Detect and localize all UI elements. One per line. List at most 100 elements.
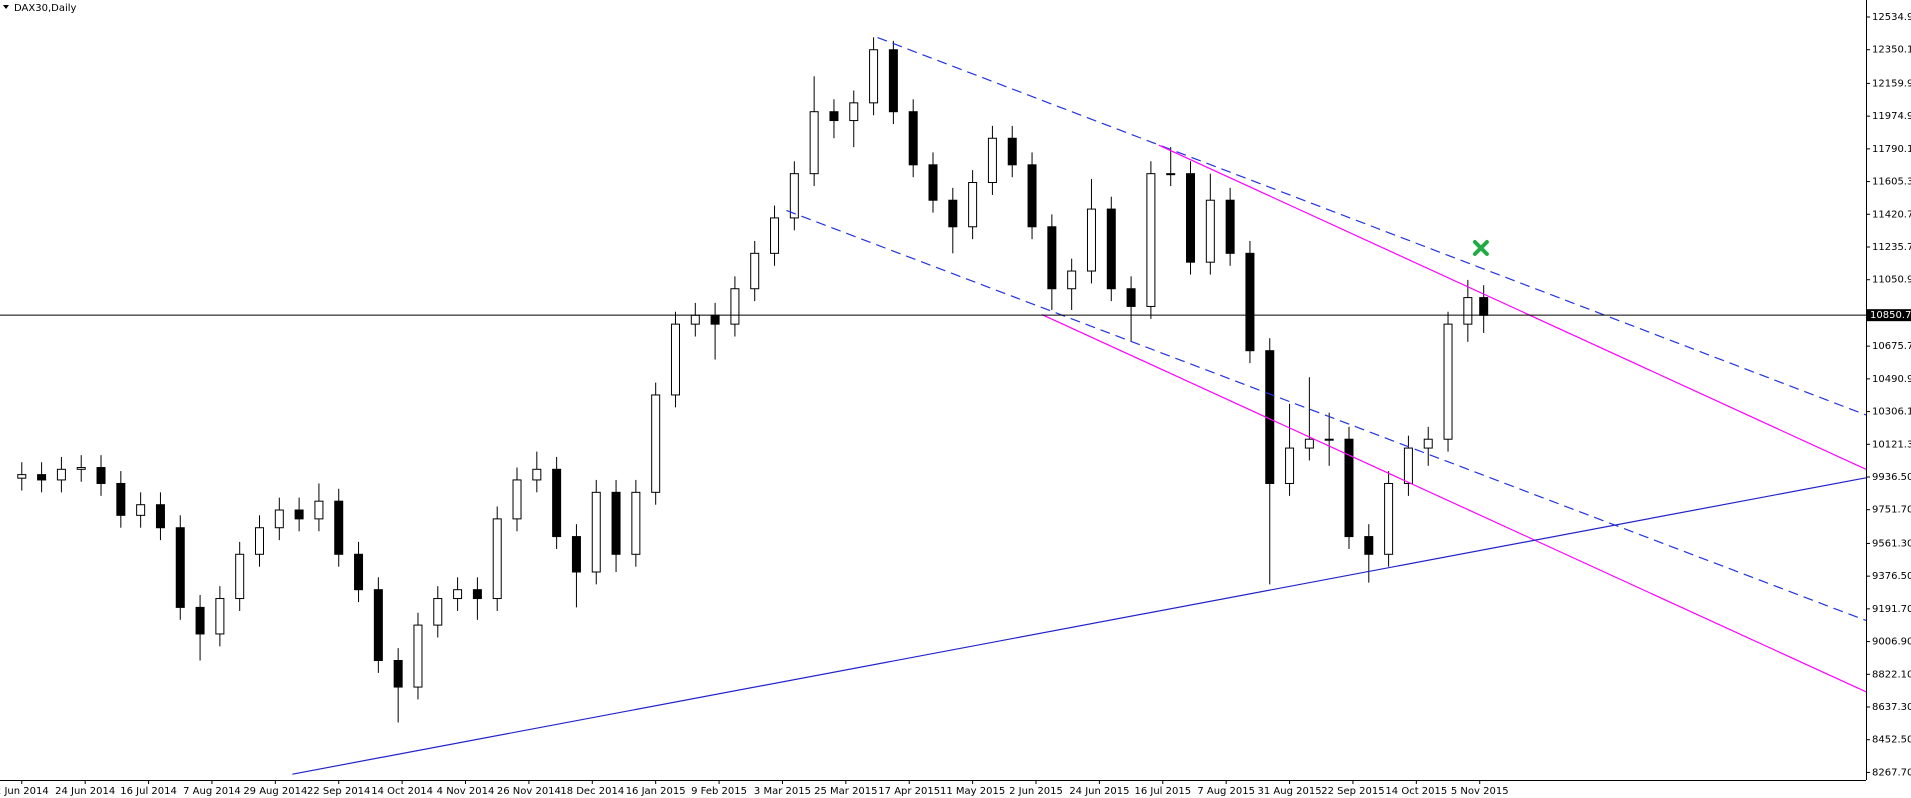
- y-tick-label: 11235.70: [1872, 242, 1911, 253]
- y-tick-label: 8822.10: [1872, 669, 1911, 680]
- candle-body: [215, 598, 225, 635]
- candle-body: [888, 49, 898, 113]
- cross-marker: [1472, 240, 1489, 257]
- y-tick-label: 11974.90: [1872, 111, 1911, 122]
- current-price-label: 10850.70: [1870, 310, 1911, 321]
- x-tick-label: 24 Jun 2014: [55, 786, 115, 797]
- x-tick-label: 7 Aug 2014: [183, 786, 241, 797]
- current-price-box: [1867, 309, 1911, 322]
- candle-body: [1344, 438, 1354, 538]
- x-tick-label: 2 Jun 2014: [0, 786, 49, 797]
- candle-body: [1186, 173, 1196, 263]
- y-tick-label: 9376.50: [1872, 571, 1911, 582]
- trend-line: [292, 477, 1867, 775]
- x-tick-label: 5 Nov 2015: [1451, 786, 1509, 797]
- x-tick-label: 16 Jul 2014: [120, 786, 177, 797]
- trend-line: [786, 209, 1867, 622]
- candle-body: [472, 589, 482, 600]
- candle-body: [552, 468, 562, 538]
- candle-body: [1146, 173, 1156, 307]
- candle-body: [1086, 208, 1096, 272]
- trend-line: [1041, 314, 1867, 693]
- trend-line: [1158, 144, 1867, 470]
- y-tick-label: 8267.70: [1872, 767, 1911, 778]
- candle-body: [770, 217, 780, 254]
- candle-body: [56, 468, 66, 481]
- candle-body: [809, 111, 819, 175]
- candle-body: [1166, 173, 1176, 176]
- x-tick-label: 16 Jan 2015: [626, 786, 686, 797]
- candle-body: [373, 589, 383, 662]
- candle-body: [532, 468, 542, 481]
- x-tick-label: 24 Jun 2015: [1069, 786, 1129, 797]
- candle-body: [195, 606, 205, 635]
- y-tick-label: 9006.90: [1872, 637, 1911, 648]
- candle-body: [1479, 297, 1489, 316]
- x-tick-label: 22 Sep 2014: [307, 786, 370, 797]
- candle-body: [789, 173, 799, 219]
- x-tick-label: 11 May 2015: [940, 786, 1005, 797]
- x-tick-label: 18 Dec 2014: [560, 786, 624, 797]
- candle-body: [869, 49, 879, 104]
- x-tick-label: 2 Jun 2015: [1009, 786, 1063, 797]
- candle-body: [1364, 536, 1374, 555]
- candle-body: [175, 527, 185, 608]
- candle-body: [433, 598, 443, 626]
- y-tick-label: 12350.10: [1872, 45, 1911, 56]
- x-tick-label: 26 Nov 2014: [497, 786, 561, 797]
- candle-body: [314, 500, 324, 520]
- candle-body: [1027, 164, 1037, 228]
- y-tick-label: 12534.90: [1872, 12, 1911, 23]
- y-tick-label: 10675.70: [1872, 341, 1911, 352]
- y-tick-label: 10490.90: [1872, 374, 1911, 385]
- candle-body: [96, 467, 106, 484]
- x-tick-label: 7 Aug 2015: [1197, 786, 1255, 797]
- candle-body: [1225, 199, 1235, 254]
- candle-body: [948, 199, 958, 228]
- chart-title: DAX30,Daily: [14, 3, 77, 14]
- candle-body: [1106, 208, 1116, 290]
- y-tick-label: 11605.30: [1872, 177, 1911, 188]
- x-tick-label: 17 Apr 2015: [878, 786, 940, 797]
- candle-body: [1463, 297, 1473, 325]
- x-tick-label: 14 Oct 2014: [371, 786, 433, 797]
- candle-body: [1007, 137, 1017, 166]
- candle-body: [274, 509, 284, 529]
- candle-body: [354, 553, 364, 591]
- candle-body: [611, 491, 621, 555]
- x-tick-label: 31 Aug 2015: [1258, 786, 1322, 797]
- y-tick-label: 8452.50: [1872, 735, 1911, 746]
- y-tick-label: 9751.70: [1872, 505, 1911, 516]
- title-toggle[interactable]: [3, 5, 9, 9]
- x-tick-label: 3 Mar 2015: [754, 786, 811, 797]
- candle-body: [1067, 270, 1077, 290]
- candle-body: [1047, 226, 1057, 290]
- candle-body: [393, 660, 403, 688]
- candle-body: [730, 288, 740, 325]
- candle-body: [235, 553, 245, 600]
- candle-body: [492, 518, 502, 600]
- y-tick-label: 12159.90: [1872, 78, 1911, 89]
- candle-body: [1126, 288, 1136, 307]
- candle-body: [37, 474, 47, 481]
- candle-body: [571, 536, 581, 573]
- candle-body: [254, 527, 264, 555]
- candle-body: [17, 474, 27, 479]
- x-tick-label: 9 Feb 2015: [691, 786, 747, 797]
- candle-body: [334, 500, 344, 555]
- y-tick-label: 9561.30: [1872, 538, 1911, 549]
- candle-body: [1384, 482, 1394, 555]
- candle-body: [670, 323, 680, 396]
- candle-body: [690, 314, 700, 325]
- y-tick-label: 8637.30: [1872, 702, 1911, 713]
- candle-body: [908, 111, 918, 166]
- candle-body: [76, 467, 86, 470]
- trend-line: [877, 36, 1867, 416]
- y-tick-label: 9191.70: [1872, 604, 1911, 615]
- candle-body: [1423, 438, 1433, 449]
- candle-body: [710, 314, 720, 325]
- candle-body: [1285, 447, 1295, 484]
- x-tick-label: 29 Aug 2014: [243, 786, 307, 797]
